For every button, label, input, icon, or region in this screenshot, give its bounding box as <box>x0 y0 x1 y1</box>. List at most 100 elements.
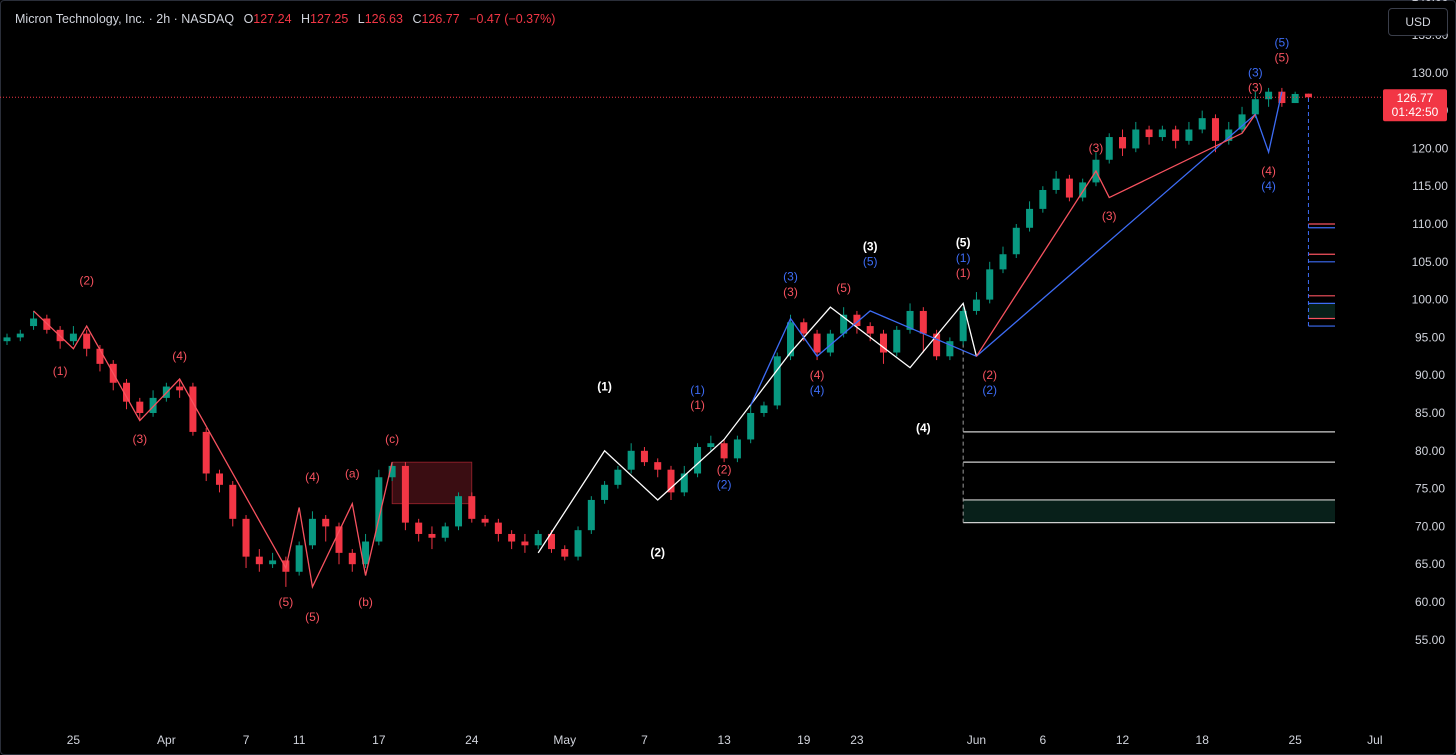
candle-body <box>441 526 449 538</box>
candle-body <box>627 450 635 470</box>
wave-label: (1) <box>690 398 705 412</box>
candle-body <box>640 450 648 463</box>
candle-body <box>202 431 210 474</box>
candle-body <box>1105 137 1113 160</box>
candle-body <box>800 322 808 334</box>
candle-body <box>1145 129 1153 138</box>
candle-body <box>1132 129 1140 149</box>
y-tick-label: 105.00 <box>1412 255 1449 269</box>
ohlc-legend: Micron Technology, Inc. · 2h · NASDAQ O 1… <box>15 12 555 26</box>
wave-label: (4) <box>810 383 825 397</box>
candle-body <box>946 341 954 357</box>
wave-label: (3) <box>1248 66 1263 80</box>
x-tick-label: 7 <box>641 733 648 747</box>
x-tick-label: 11 <box>293 733 306 747</box>
white-wave-line <box>537 301 978 554</box>
candle-body <box>362 541 370 565</box>
candle-body <box>667 469 675 493</box>
wave-label: (4) <box>1261 164 1276 178</box>
candle-body <box>1265 91 1273 100</box>
candle-body <box>269 560 277 565</box>
candle-body <box>229 484 237 519</box>
y-tick-label: 85.00 <box>1415 406 1445 420</box>
wave-label: (1) <box>956 266 971 280</box>
red-wave-line-2 <box>975 114 1256 357</box>
candle-body <box>547 533 555 550</box>
wave-label: (4) <box>172 349 187 363</box>
candle-body <box>335 526 343 553</box>
y-tick-label: 110.00 <box>1412 217 1448 231</box>
symbol-title[interactable]: Micron Technology, Inc. · 2h · NASDAQ <box>15 12 235 26</box>
wave-label: (2) <box>982 368 997 382</box>
candle-body <box>601 484 609 500</box>
candle-body <box>428 533 436 538</box>
wave-label: (5) <box>836 281 851 295</box>
wave-label: (5) <box>863 255 878 269</box>
currency-button[interactable]: USD <box>1388 8 1448 36</box>
candle-body <box>787 322 795 357</box>
candle-body <box>1185 129 1193 141</box>
candle-body <box>123 382 131 402</box>
candle-body <box>1079 182 1087 198</box>
wave-label: (4) <box>305 470 320 484</box>
wave-label: (4) <box>1261 179 1276 193</box>
wave-label: (2) <box>717 478 732 492</box>
close-value: 126.77 <box>421 12 460 26</box>
candle-body <box>1225 129 1233 141</box>
candle-body <box>614 469 622 485</box>
change-value: −0.47 (−0.37%) <box>469 12 556 26</box>
wave-label: (3) <box>1102 209 1117 223</box>
x-tick-label: 6 <box>1039 733 1046 747</box>
candle-body <box>308 518 316 546</box>
y-tick-label: 70.00 <box>1415 519 1445 533</box>
candle-body <box>255 556 263 565</box>
wave-label: (5) <box>279 595 294 609</box>
x-tick-label: Jun <box>967 733 986 747</box>
x-tick-label: 12 <box>1116 733 1130 747</box>
candle-body <box>999 254 1007 270</box>
wave-label: (5) <box>956 236 971 250</box>
candle-body <box>295 545 303 572</box>
wave-label: (2) <box>650 546 665 560</box>
y-tick-label: 80.00 <box>1415 444 1445 458</box>
candle-body <box>1119 137 1127 149</box>
candle-body <box>561 549 569 557</box>
y-tick-label: 95.00 <box>1415 330 1445 344</box>
candle-body <box>680 473 688 493</box>
candle-body <box>1039 189 1047 209</box>
candle-body <box>959 310 967 342</box>
candle-body <box>826 333 834 353</box>
candle-body <box>401 465 409 523</box>
candle-body <box>853 314 861 327</box>
zone-box-2 <box>1308 303 1335 319</box>
wave-label: (1) <box>53 364 68 378</box>
low-label: L <box>357 12 365 26</box>
candle-body <box>866 326 874 334</box>
y-tick-label: 120.00 <box>1412 141 1449 155</box>
wave-label: (5) <box>1275 50 1290 64</box>
x-tick-label: 13 <box>717 733 731 747</box>
open-label: O <box>243 12 254 26</box>
candle-body <box>215 473 223 485</box>
candle-body <box>720 443 728 459</box>
candle-body <box>481 518 489 523</box>
candle-body <box>242 518 250 557</box>
candle-body <box>893 329 901 353</box>
candle-body <box>707 443 715 448</box>
x-tick-label: 19 <box>797 733 811 747</box>
candle-body <box>986 269 994 300</box>
candle-body <box>96 348 104 364</box>
candle-body <box>521 541 529 546</box>
wave-label: (2) <box>717 462 732 476</box>
low-value: 126.63 <box>364 12 403 26</box>
candle-body <box>694 447 702 474</box>
candle-body <box>494 522 502 534</box>
candle-body <box>149 397 157 413</box>
wave-label: (3) <box>783 285 798 299</box>
x-tick-label: 23 <box>850 733 864 747</box>
candle-body <box>1198 118 1206 130</box>
wave-label: (3) <box>132 432 147 446</box>
candle-body <box>322 518 330 527</box>
candle-body <box>574 530 582 557</box>
